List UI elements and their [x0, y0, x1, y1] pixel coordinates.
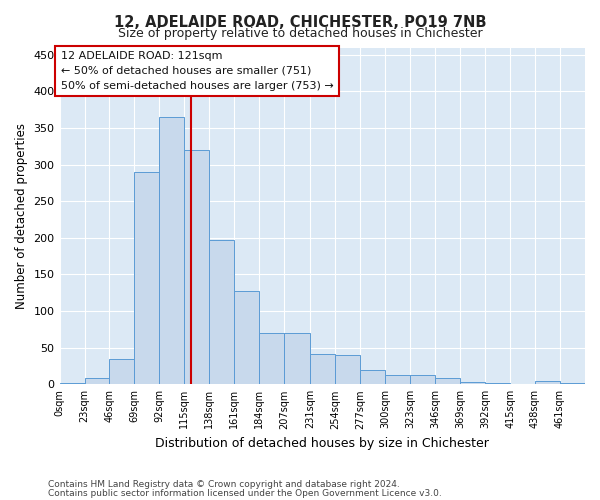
Bar — [435, 378, 460, 384]
Bar — [535, 380, 560, 384]
Bar — [85, 378, 109, 384]
Bar — [410, 375, 435, 384]
Bar — [284, 333, 310, 384]
X-axis label: Distribution of detached houses by size in Chichester: Distribution of detached houses by size … — [155, 437, 489, 450]
Bar — [209, 240, 235, 384]
Bar — [385, 375, 410, 384]
Bar — [560, 383, 585, 384]
Y-axis label: Number of detached properties: Number of detached properties — [15, 123, 28, 309]
Text: Contains HM Land Registry data © Crown copyright and database right 2024.: Contains HM Land Registry data © Crown c… — [48, 480, 400, 489]
Text: Contains public sector information licensed under the Open Government Licence v3: Contains public sector information licen… — [48, 488, 442, 498]
Bar — [160, 117, 184, 384]
Bar — [134, 172, 160, 384]
Text: 12, ADELAIDE ROAD, CHICHESTER, PO19 7NB: 12, ADELAIDE ROAD, CHICHESTER, PO19 7NB — [114, 15, 486, 30]
Bar — [460, 382, 485, 384]
Bar — [259, 333, 284, 384]
Bar — [485, 383, 510, 384]
Bar — [59, 383, 85, 384]
Bar — [235, 290, 259, 384]
Text: 12 ADELAIDE ROAD: 121sqm
← 50% of detached houses are smaller (751)
50% of semi-: 12 ADELAIDE ROAD: 121sqm ← 50% of detach… — [61, 51, 334, 91]
Bar — [310, 354, 335, 384]
Bar — [335, 355, 360, 384]
Bar — [360, 370, 385, 384]
Text: Size of property relative to detached houses in Chichester: Size of property relative to detached ho… — [118, 28, 482, 40]
Bar — [184, 150, 209, 384]
Bar — [109, 358, 134, 384]
